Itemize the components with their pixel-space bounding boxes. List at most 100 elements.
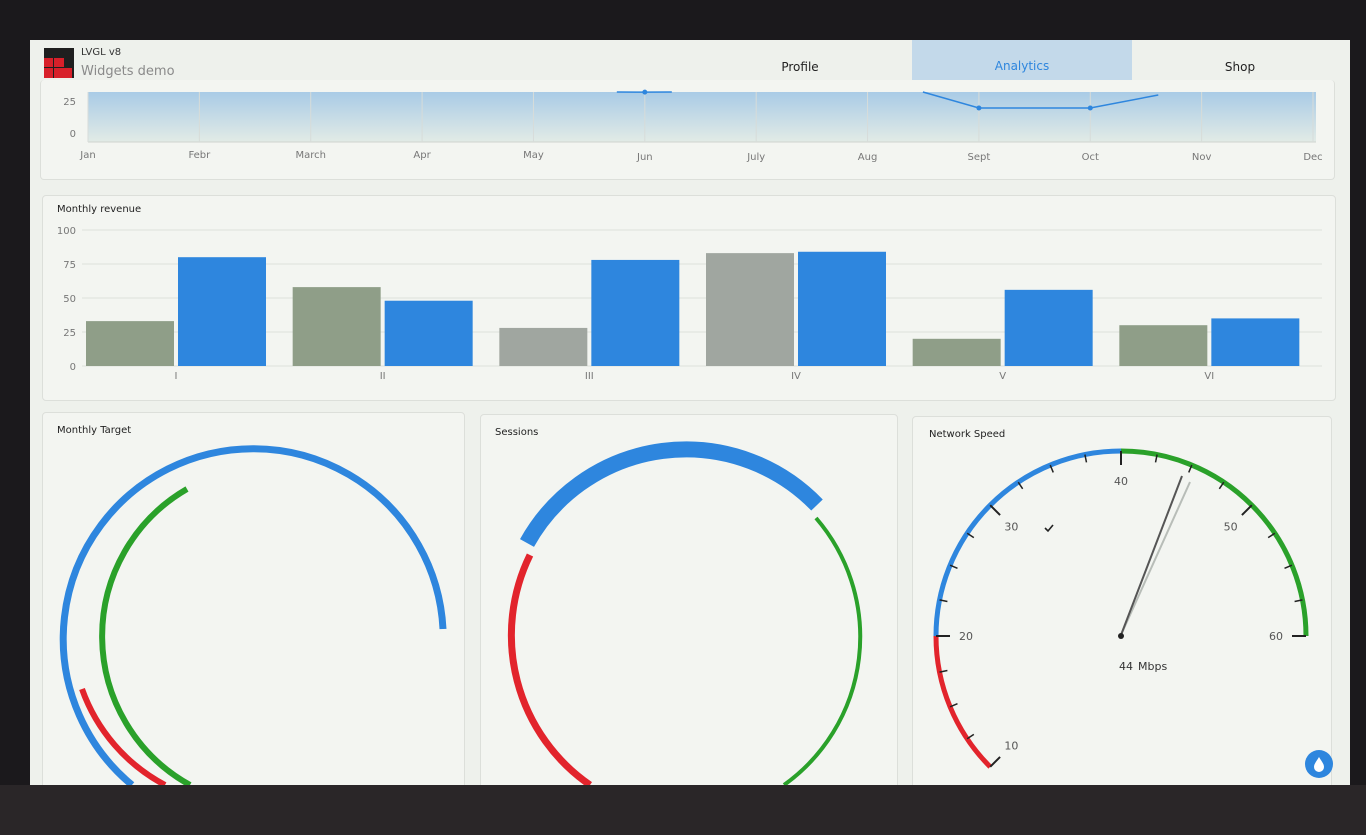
sessions-title: Sessions <box>495 427 539 438</box>
gauge-blue-zone <box>933 448 1122 637</box>
revenue-y-tick-label: 25 <box>63 328 76 339</box>
dashboard-graphics: Jan Febr March Apr May Jun July Aug Sept Oct Nov De… <box>57 89 1323 785</box>
gauge-tick <box>1154 454 1158 463</box>
gauge-red-zone <box>933 635 992 769</box>
sessions-card: Sessions <box>480 414 898 785</box>
gauge-tick <box>1241 504 1253 516</box>
top-x-tick-label: Sept <box>968 152 991 163</box>
gauge-tick <box>989 756 1001 768</box>
top-x-tick-label: March <box>295 150 325 161</box>
revenue-bar <box>912 338 1001 366</box>
revenue-x-tick-label: III <box>585 371 594 382</box>
gauge-scale-label: 30 <box>1004 520 1018 533</box>
target-arc-red <box>79 687 167 785</box>
revenue-bar <box>292 287 381 366</box>
lvgl-logo <box>44 48 74 78</box>
gauge-tick <box>1267 532 1276 539</box>
target-arc-blue <box>59 445 447 785</box>
water-drop-icon <box>1314 757 1324 772</box>
top-x-tick-label: Aug <box>858 152 878 163</box>
monthly-target-card: Monthly Target <box>42 412 465 785</box>
gauge-tick <box>1218 481 1225 490</box>
revenue-bar <box>1211 318 1300 366</box>
sessions-arc-blue <box>520 441 823 547</box>
gauge-value: 44 <box>1119 660 1133 673</box>
target-arc-green <box>99 486 192 785</box>
network-title: Network Speed <box>929 429 1006 440</box>
theme-toggle-button[interactable] <box>1305 750 1333 778</box>
gauge-center <box>1118 633 1124 639</box>
top-data-point <box>642 89 648 95</box>
top-y-tick-label: 25 <box>63 97 76 108</box>
revenue-bar <box>706 253 794 366</box>
revenue-bar <box>1119 325 1208 366</box>
top-x-tick-label: Oct <box>1082 152 1099 163</box>
gauge-tick <box>1084 454 1088 463</box>
top-x-tick-label: Dec <box>1303 152 1322 163</box>
gauge-tick <box>966 532 975 539</box>
revenue-bar <box>499 327 588 366</box>
revenue-y-tick-label: 0 <box>70 362 76 373</box>
gauge-tick <box>949 564 958 569</box>
gauge-scale-label: 20 <box>959 630 973 643</box>
gauge-tick <box>966 733 975 740</box>
target-arcs <box>59 445 447 785</box>
top-line-chart: Jan Febr March Apr May Jun July Aug Sept Oct Nov De… <box>63 89 1323 163</box>
gauge-needle-shadow <box>1120 481 1191 636</box>
top-x-tick-label: Nov <box>1192 152 1212 163</box>
top-data-point <box>1087 105 1093 111</box>
tab-profile[interactable]: Profile <box>781 60 819 74</box>
top-x-tick-label: Jun <box>636 152 653 163</box>
gauge-check-icon <box>1044 524 1054 533</box>
revenue-x-tick-label: II <box>380 371 386 382</box>
gauge-scale-label: 60 <box>1269 630 1283 643</box>
gauge-tick <box>939 669 948 673</box>
revenue-y-tick-label: 75 <box>63 260 76 271</box>
gauge-scale-label: 40 <box>1114 475 1128 488</box>
top-data-point <box>976 105 982 111</box>
gauge-tick <box>1284 564 1293 569</box>
revenue-y-tick-label: 50 <box>63 294 76 305</box>
gauge-green-zone <box>1120 448 1309 637</box>
device-bezel <box>0 785 1366 835</box>
top-x-tick-label: Apr <box>413 150 431 161</box>
top-x-tick-label: Febr <box>188 150 211 161</box>
gauge-scale-label: 50 <box>1224 520 1238 533</box>
gauge-tick <box>1049 464 1054 473</box>
revenue-x-tick-label: VI <box>1204 371 1214 382</box>
gauge-tick <box>1294 599 1303 603</box>
gauge-tick <box>1188 464 1193 473</box>
revenue-x-tick-label: V <box>999 371 1006 382</box>
sessions-arc-red <box>507 553 592 785</box>
gauge-tick <box>939 599 948 603</box>
revenue-x-tick-label: I <box>175 371 178 382</box>
revenue-bar <box>798 251 886 366</box>
sessions-arcs <box>507 441 863 785</box>
revenue-y-tick-label: 100 <box>57 226 76 237</box>
app-screen: LVGL v8 Widgets demo Profile Analytics S… <box>30 40 1350 785</box>
sessions-arc-green <box>782 516 863 785</box>
top-x-tick-label: July <box>746 152 765 163</box>
gauge-unit: Mbps <box>1138 660 1167 673</box>
area-fill <box>88 92 1316 142</box>
revenue-bar <box>1004 289 1093 366</box>
network-gauge: 10 20 30 40 50 60 44 Mbps <box>933 448 1309 769</box>
revenue-bar <box>178 257 266 366</box>
top-series-line <box>922 91 1159 109</box>
top-y-tick-label: 0 <box>70 129 76 140</box>
tab-shop[interactable]: Shop <box>1224 60 1256 74</box>
top-x-tick-label: May <box>523 150 544 161</box>
target-title: Monthly Target <box>57 425 132 436</box>
gauge-tick <box>989 504 1001 516</box>
revenue-bar <box>591 259 680 366</box>
gauge-tick <box>1017 481 1024 490</box>
revenue-title: Monthly revenue <box>57 204 142 215</box>
gauge-tick <box>949 703 958 708</box>
app-name: LVGL v8 <box>81 47 122 58</box>
revenue-x-tick-label: IV <box>791 371 801 382</box>
gauge-scale-label: 10 <box>1004 740 1018 753</box>
top-x-tick-label: Jan <box>79 150 95 161</box>
revenue-bar <box>384 300 473 366</box>
revenue-bar <box>86 321 174 366</box>
